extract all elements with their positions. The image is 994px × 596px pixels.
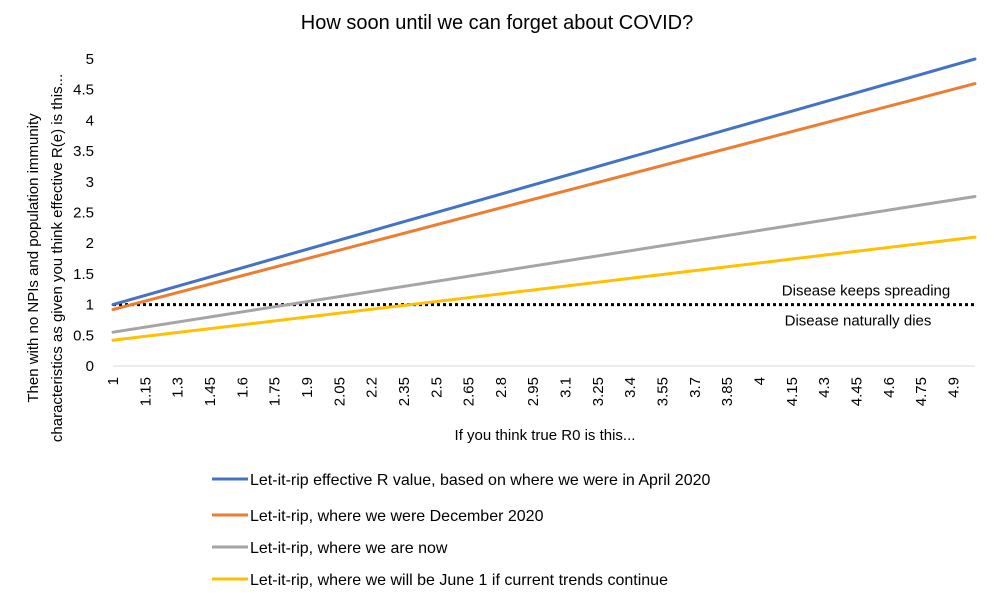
x-tick-label: 2.5 bbox=[428, 377, 445, 398]
x-tick-label: 3.1 bbox=[558, 377, 575, 398]
x-tick-label: 1.15 bbox=[137, 377, 154, 406]
x-tick-label: 1.75 bbox=[267, 377, 284, 406]
x-tick-label: 4.75 bbox=[913, 377, 930, 406]
series-line-2 bbox=[111, 82, 977, 311]
x-tick-label: 1.45 bbox=[202, 377, 219, 406]
x-axis-label: If you think true R0 is this... bbox=[455, 427, 636, 444]
chart-title: How soon until we can forget about COVID… bbox=[301, 12, 693, 34]
x-tick-label: 3.4 bbox=[622, 377, 639, 398]
x-tick-label: 1.9 bbox=[299, 377, 316, 398]
x-tick-label: 2.8 bbox=[493, 377, 510, 398]
y-tick-label: 5 bbox=[86, 51, 94, 68]
y-axis-label-line-2: characteristics as given you think effec… bbox=[49, 74, 66, 442]
legend-label-4: Let-it-rip, where we will be June 1 if c… bbox=[250, 572, 668, 589]
x-tick-label: 4.9 bbox=[945, 377, 962, 398]
y-tick-label: 4 bbox=[86, 112, 94, 129]
x-tick-label: 4.3 bbox=[816, 377, 833, 398]
annotation-disease-naturally-dies: Disease naturally dies bbox=[785, 313, 932, 330]
x-tick-label: 3.25 bbox=[590, 377, 607, 406]
y-tick-label: 1.5 bbox=[73, 266, 94, 283]
annotation-disease-keeps-spreading: Disease keeps spreading bbox=[782, 283, 950, 300]
y-axis-ticks: 0 0.5 1 1.5 2 2.5 3 3.5 4 4.5 5 bbox=[73, 51, 94, 375]
series-line-3 bbox=[111, 195, 977, 334]
x-tick-label: 3.85 bbox=[719, 377, 736, 406]
x-axis-ticks: 1 1.15 1.3 1.45 1.6 1.75 1.9 2.05 2.2 2.35 2.5 2.65… bbox=[105, 377, 962, 406]
x-tick-label: 4.15 bbox=[784, 377, 801, 406]
x-tick-label: 1.3 bbox=[170, 377, 187, 398]
series-line-4 bbox=[111, 235, 977, 342]
x-tick-label: 3.55 bbox=[655, 377, 672, 406]
x-tick-label: 2.35 bbox=[396, 377, 413, 406]
x-tick-label: 4 bbox=[752, 377, 769, 385]
series-lines bbox=[111, 57, 977, 342]
x-tick-label: 1.6 bbox=[234, 377, 251, 398]
y-tick-label: 3 bbox=[86, 174, 94, 191]
y-tick-label: 1 bbox=[86, 297, 94, 314]
y-tick-label: 2.5 bbox=[73, 205, 94, 222]
x-tick-label: 3.7 bbox=[687, 377, 704, 398]
legend-label-3: Let-it-rip, where we are now bbox=[250, 540, 448, 557]
x-tick-label: 4.45 bbox=[848, 377, 865, 406]
legend-label-2: Let-it-rip, where we were December 2020 bbox=[250, 508, 544, 525]
x-tick-label: 2.05 bbox=[331, 377, 348, 406]
x-tick-label: 2.2 bbox=[364, 377, 381, 398]
x-tick-label: 2.65 bbox=[461, 377, 478, 406]
legend: Let-it-rip effective R value, based on w… bbox=[212, 472, 711, 589]
y-tick-label: 4.5 bbox=[73, 82, 94, 99]
x-tick-label: 1 bbox=[105, 377, 122, 385]
y-tick-label: 0.5 bbox=[73, 327, 94, 344]
y-tick-label: 3.5 bbox=[73, 143, 94, 160]
y-axis-label-line-1: Then with no NPIs and population immunit… bbox=[25, 113, 42, 403]
legend-label-1: Let-it-rip effective R value, based on w… bbox=[250, 472, 711, 489]
x-tick-label: 2.95 bbox=[525, 377, 542, 406]
x-tick-label: 4.6 bbox=[881, 377, 898, 398]
y-tick-label: 0 bbox=[86, 358, 94, 375]
series-line-1 bbox=[111, 57, 977, 307]
y-tick-label: 2 bbox=[86, 235, 94, 252]
